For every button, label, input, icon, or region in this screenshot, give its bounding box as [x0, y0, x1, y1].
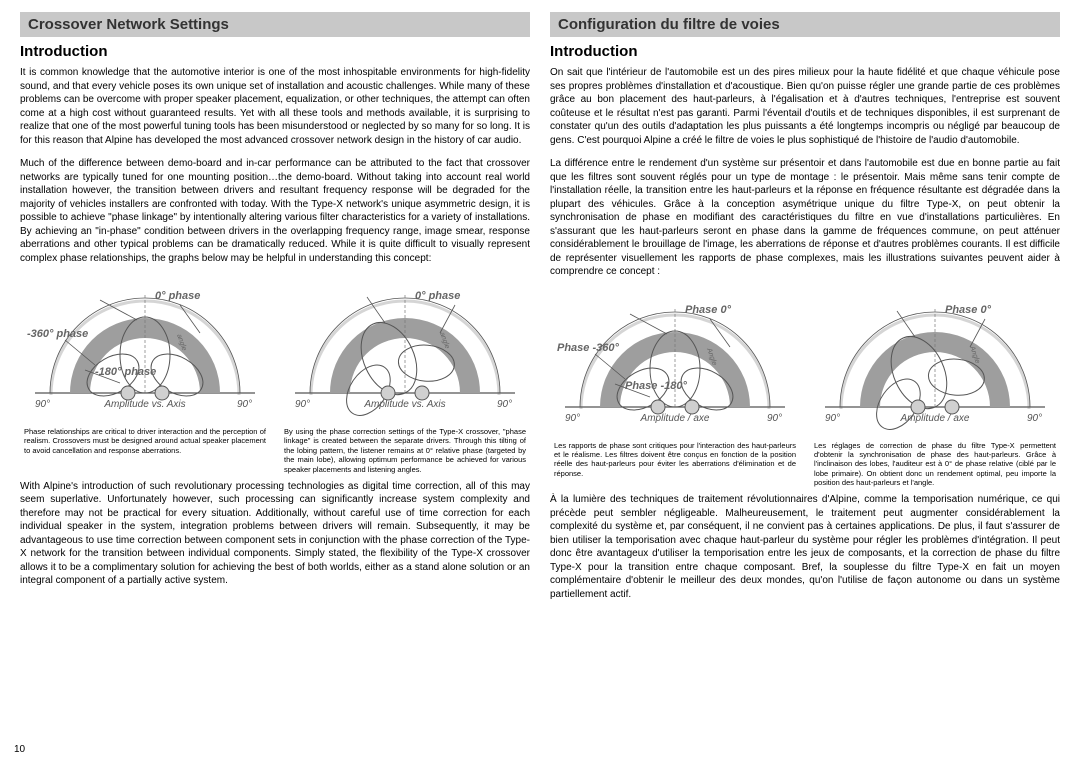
svg-text:Phase 0°: Phase 0°: [945, 304, 992, 316]
svg-text:Amplitude vs. Axis: Amplitude vs. Axis: [103, 399, 185, 410]
left-p3: With Alpine's introduction of such revol…: [20, 480, 530, 588]
right-p3: À la lumière des techniques de traitemen…: [550, 493, 1060, 601]
right-intro-title: Introduction: [550, 43, 1060, 60]
svg-text:90°: 90°: [565, 413, 580, 424]
svg-text:0° phase: 0° phase: [415, 290, 460, 302]
svg-text:90°: 90°: [1027, 413, 1042, 424]
svg-text:90°: 90°: [497, 399, 512, 410]
left-caption-2: By using the phase correction settings o…: [280, 425, 530, 476]
right-caption-1: Les rapports de phase sont critiques pou…: [550, 439, 800, 481]
right-column: Configuration du filtre de voies Introdu…: [550, 12, 1060, 611]
svg-text:-360° phase: -360° phase: [27, 328, 88, 340]
polar-diagram-icon: Phase 0° Phase -360° Phase -180° Angle 9…: [550, 289, 800, 439]
polar-diagram-tilted-icon: Phase 0° Angle 90° 90° Amplitude / axe: [810, 289, 1060, 439]
svg-text:Phase -180°: Phase -180°: [625, 380, 687, 392]
right-caption-2: Les réglages de correction de phase du f…: [810, 439, 1060, 490]
svg-text:Phase 0°: Phase 0°: [685, 304, 732, 316]
right-p2: La différence entre le rendement d'un sy…: [550, 157, 1060, 279]
svg-text:90°: 90°: [767, 413, 782, 424]
left-p2: Much of the difference between demo-boar…: [20, 157, 530, 265]
left-column: Crossover Network Settings Introduction …: [20, 12, 530, 611]
svg-text:Amplitude / axe: Amplitude / axe: [640, 413, 710, 424]
svg-text:0° phase: 0° phase: [155, 290, 200, 302]
right-p1: On sait que l'intérieur de l'automobile …: [550, 66, 1060, 147]
right-diagram-1: Phase 0° Phase -360° Phase -180° Angle 9…: [550, 289, 800, 490]
left-header-bar: Crossover Network Settings: [20, 12, 530, 37]
svg-text:Amplitude vs. Axis: Amplitude vs. Axis: [363, 399, 445, 410]
left-diagram-2: 0° phase angle 90° 90° Amplitude vs. Axi…: [280, 275, 530, 476]
svg-text:Amplitude / axe: Amplitude / axe: [900, 413, 970, 424]
polar-diagram-tilted-icon: 0° phase angle 90° 90° Amplitude vs. Axi…: [280, 275, 530, 425]
left-diagram-1: 0° phase -360° phase -180° phase angle 9…: [20, 275, 270, 476]
svg-text:Phase -360°: Phase -360°: [557, 342, 619, 354]
left-intro-title: Introduction: [20, 43, 530, 60]
svg-text:90°: 90°: [825, 413, 840, 424]
right-diagram-2: Phase 0° Angle 90° 90° Amplitude / axe L…: [810, 289, 1060, 490]
page-number: 10: [14, 744, 25, 755]
right-header-text: Configuration du filtre de voies: [558, 16, 780, 33]
left-diagram-row: 0° phase -360° phase -180° phase angle 9…: [20, 275, 530, 476]
svg-text:90°: 90°: [295, 399, 310, 410]
svg-text:90°: 90°: [237, 399, 252, 410]
left-caption-1: Phase relationships are critical to driv…: [20, 425, 270, 457]
left-p1: It is common knowledge that the automoti…: [20, 66, 530, 147]
right-diagram-row: Phase 0° Phase -360° Phase -180° Angle 9…: [550, 289, 1060, 490]
right-header-bar: Configuration du filtre de voies: [550, 12, 1060, 37]
polar-diagram-icon: 0° phase -360° phase -180° phase angle 9…: [20, 275, 270, 425]
left-header-text: Crossover Network Settings: [28, 16, 229, 33]
svg-text:-180° phase: -180° phase: [95, 366, 156, 378]
svg-text:90°: 90°: [35, 399, 50, 410]
